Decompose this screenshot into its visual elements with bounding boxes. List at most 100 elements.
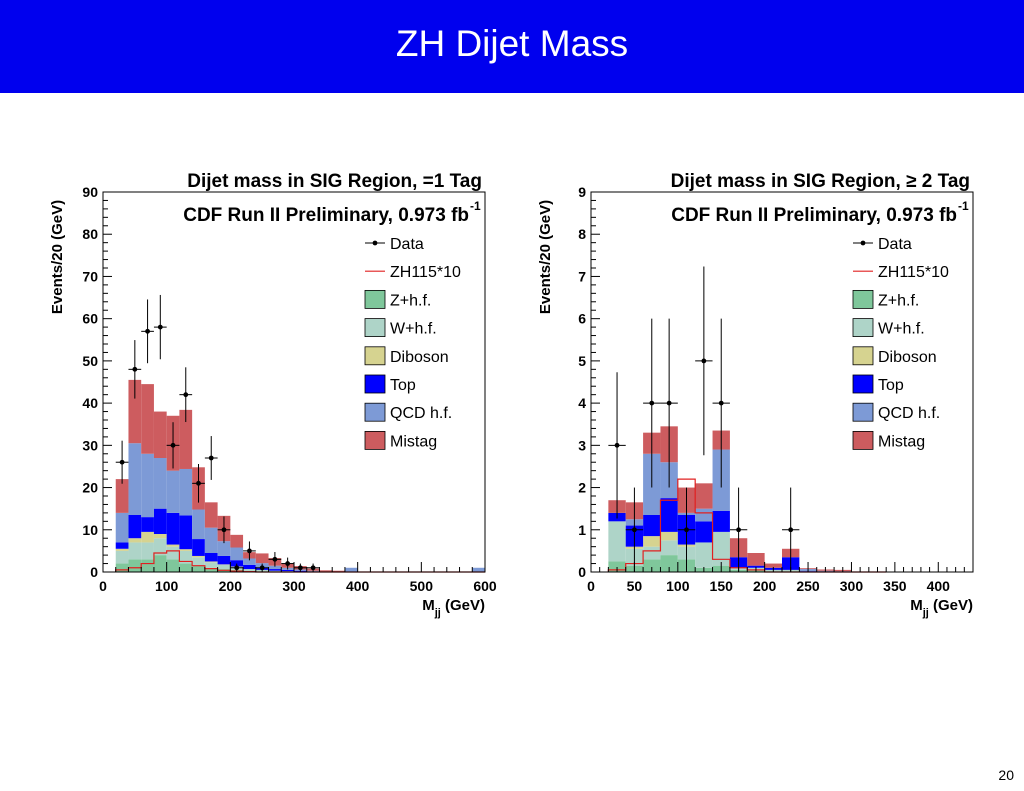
data-point (297, 565, 303, 571)
y-tick-label: 20 (82, 480, 98, 496)
legend-swatch (364, 346, 386, 366)
data-point (170, 442, 176, 448)
legend-swatch (852, 289, 874, 309)
x-tick-label: 500 (410, 578, 434, 594)
bar-mistag (128, 379, 142, 444)
y-tick-label: 60 (82, 311, 98, 327)
bar-z-h-f (153, 555, 167, 572)
data-point (285, 561, 291, 566)
series-mistag (115, 379, 345, 572)
legend-marker-dot (860, 240, 866, 246)
bar-qcd-h-f (141, 453, 154, 518)
x-tick-label: 250 (796, 578, 820, 594)
bar-z-h-f (179, 563, 193, 572)
legend-swatch (852, 374, 874, 394)
bar-w-h-f (243, 569, 256, 571)
histogram-svg: 0 10 20 30 40 50 60 70 80 90 0 100 200 300 400 500 600 Mj… (49, 171, 497, 619)
y-tick-label: 80 (82, 226, 98, 242)
y-tick-label: 70 (82, 268, 98, 284)
bar-mistag (332, 570, 345, 572)
bar-top (179, 515, 193, 550)
legend-item-qcd-h-f: QCD h.f. (852, 402, 940, 422)
legend-swatch (852, 346, 874, 366)
x-axis-title-main: M (910, 597, 923, 614)
legend-item-diboson: Diboson (852, 346, 937, 366)
bar-w-h-f (166, 546, 180, 560)
legend-label: Mistag (878, 433, 925, 450)
bar-mistag (115, 479, 129, 513)
data-point (701, 358, 707, 364)
x-tick-label: 350 (883, 578, 907, 594)
bar-diboson (115, 548, 129, 551)
bar-qcd-h-f (243, 558, 256, 565)
legend-item-top: Top (852, 374, 904, 394)
y-axis: 0 1 2 3 4 5 6 7 8 9 (578, 184, 600, 580)
bar-z-h-f (166, 559, 180, 572)
bar-w-h-f (712, 531, 730, 566)
data-point (310, 565, 316, 571)
data-point (145, 328, 150, 334)
legend-label: Data (878, 236, 912, 253)
y-axis: 0 10 20 30 40 50 60 70 80 90 (82, 184, 112, 580)
y-tick-label: 10 (82, 522, 98, 538)
x-tick-label: 100 (666, 578, 690, 594)
bar-top (281, 569, 294, 572)
x-tick-label: 150 (710, 578, 734, 594)
y-tick-label: 3 (578, 437, 586, 453)
legend-swatch (364, 430, 386, 450)
bar-qcd-h-f (472, 567, 485, 572)
bar-top (747, 565, 765, 568)
bar-top (128, 515, 142, 539)
x-tick-label: 0 (587, 578, 595, 594)
bar-mistag (230, 534, 244, 548)
bar-z-h-f (192, 565, 205, 572)
bar-diboson (192, 555, 205, 558)
legend-item-mistag: Mistag (364, 430, 437, 450)
bar-w-h-f (153, 538, 167, 556)
legend-label: Z+h.f. (390, 292, 431, 309)
bar-diboson (166, 544, 180, 547)
series-top (115, 508, 320, 572)
bar-qcd-h-f (128, 443, 142, 515)
y-axis-title: Events/20 (GeV) (49, 200, 66, 314)
slide-title: ZH Dijet Mass (395, 22, 629, 64)
legend-swatch (852, 430, 874, 450)
legend-swatch (852, 402, 874, 422)
y-tick-label: 0 (90, 564, 98, 580)
legend-label: W+h.f. (878, 321, 925, 338)
x-tick-label: 50 (627, 578, 643, 594)
legend-label: Mistag (390, 433, 437, 450)
data-point (649, 400, 655, 406)
bar-w-h-f (179, 550, 193, 564)
bar-qcd-h-f (268, 565, 282, 570)
legend-marker-dot (372, 240, 378, 246)
bar-qcd-h-f (153, 458, 167, 509)
data-point (119, 459, 125, 465)
chart-subtitle: CDF Run II Preliminary, 0.973 fb (183, 205, 469, 226)
legend-item-qcd-h-f: QCD h.f. (364, 402, 452, 422)
chart-subtitle: CDF Run II Preliminary, 0.973 fb (671, 205, 957, 226)
legend-label: Diboson (390, 349, 449, 366)
legend-label: Top (878, 377, 904, 394)
x-axis-title-unit: (GeV) (441, 597, 485, 614)
legend-label: W+h.f. (390, 321, 437, 338)
y-tick-label: 50 (82, 353, 98, 369)
data-point (196, 480, 201, 486)
bar-w-h-f (141, 542, 154, 560)
title-banner: ZH Dijet Mass (0, 0, 1024, 93)
legend-label: Data (390, 236, 424, 253)
y-tick-label: 40 (82, 395, 98, 411)
legend-item-zh115-10: ZH115*10 (365, 264, 461, 281)
bar-top (230, 560, 244, 567)
legend-swatch (364, 289, 386, 309)
data-point (614, 442, 620, 448)
bar-diboson (660, 531, 678, 541)
bar-w-h-f (268, 570, 282, 572)
data-point (183, 392, 189, 398)
x-tick-label: 200 (219, 578, 243, 594)
bar-top (192, 539, 205, 556)
bar-qcd-h-f (344, 567, 358, 572)
bar-diboson (153, 534, 167, 539)
bar-mistag (141, 384, 154, 454)
bar-w-h-f (115, 550, 129, 564)
